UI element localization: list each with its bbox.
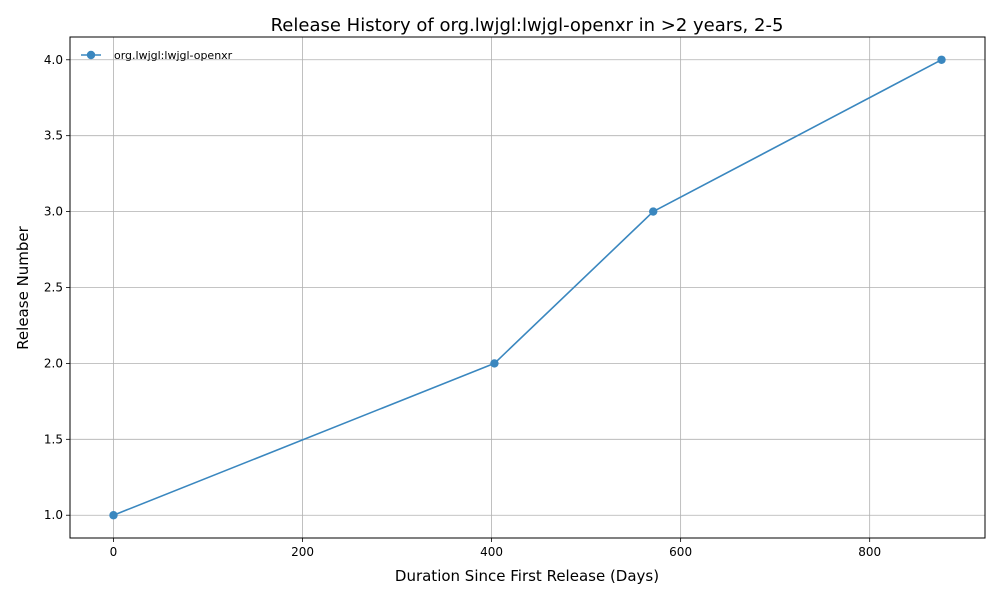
y-tick-label: 4.0 — [44, 53, 63, 67]
x-axis-ticks: 0 200 400 600 800 — [110, 538, 881, 559]
legend-marker-swatch — [86, 50, 96, 60]
y-axis-title: Release Number — [14, 225, 32, 349]
y-tick-label: 2.0 — [44, 356, 63, 370]
data-point — [937, 55, 946, 64]
y-tick-label: 3.0 — [44, 205, 63, 219]
y-axis-ticks: 1.0 1.5 2.0 2.5 3.0 3.5 4.0 — [44, 53, 70, 522]
series-line — [113, 59, 942, 516]
x-axis-title: Duration Since First Release (Days) — [395, 567, 659, 585]
data-point — [109, 511, 118, 520]
y-tick-label: 2.5 — [44, 281, 63, 295]
x-tick-label: 400 — [480, 545, 503, 559]
grid — [70, 37, 985, 538]
data-point — [490, 359, 499, 368]
series-layer — [109, 55, 946, 520]
y-tick-label: 1.5 — [44, 432, 63, 446]
x-tick-label: 200 — [291, 545, 314, 559]
x-tick-label: 0 — [110, 545, 118, 559]
y-tick-label: 1.0 — [44, 508, 63, 522]
legend: org.lwjgl:lwjgl-openxr — [81, 49, 233, 62]
y-tick-label: 3.5 — [44, 129, 63, 143]
x-tick-label: 600 — [669, 545, 692, 559]
legend-label: org.lwjgl:lwjgl-openxr — [114, 49, 233, 62]
x-tick-label: 800 — [858, 545, 881, 559]
chart-title: Release History of org.lwjgl:lwjgl-openx… — [271, 15, 784, 36]
data-point — [649, 207, 658, 216]
